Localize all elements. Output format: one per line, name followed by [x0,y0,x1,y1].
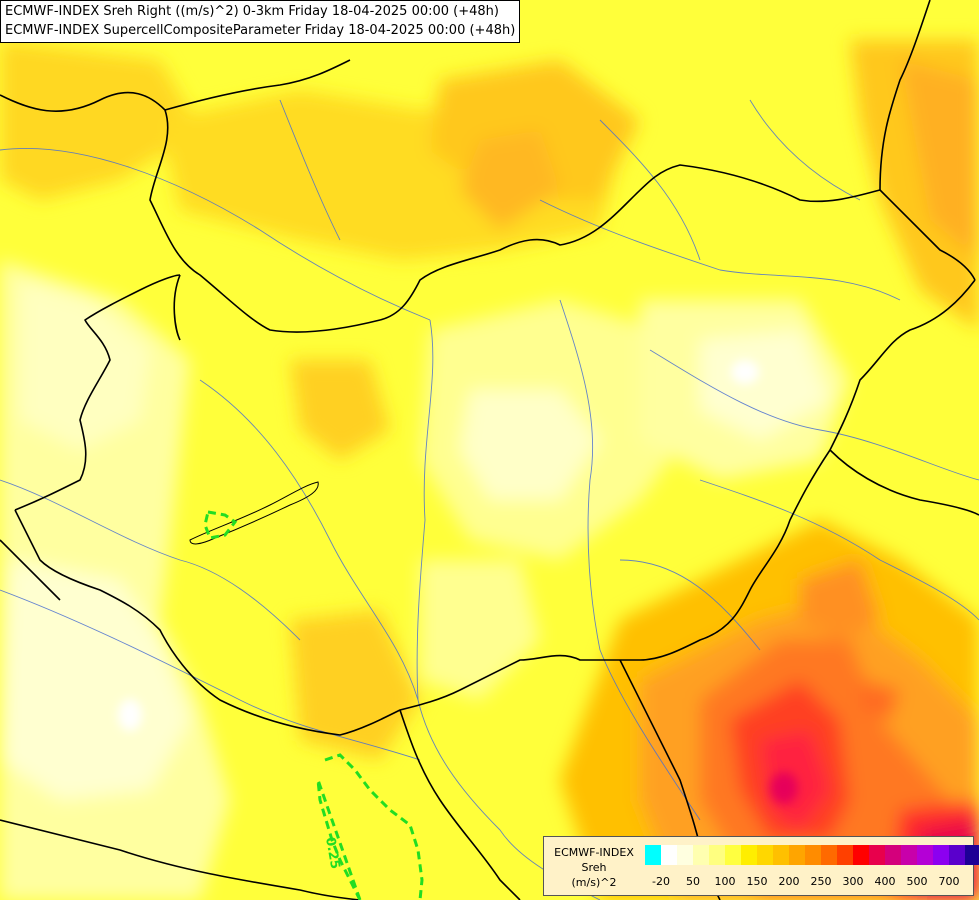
legend-tick-label: 250 [810,875,832,888]
river-lines [0,99,979,900]
legend-title-line-3: (m/s)^2 [571,876,617,889]
title-line-1: ECMWF-INDEX Sreh Right ((m/s)^2) 0-3km F… [5,4,499,19]
legend-tick-label: 700 [938,875,960,888]
legend-tick-label: 300 [842,875,864,888]
contour-label: 0.25 [322,836,342,870]
legend-swatch [821,845,837,865]
legend-swatch [853,845,869,865]
legend-swatch [725,845,741,865]
legend-tick-label: -20 [652,875,670,888]
map-title-box: ECMWF-INDEX Sreh Right ((m/s)^2) 0-3km F… [0,0,521,43]
legend-swatch [773,845,789,865]
legend-swatch [933,845,949,865]
legend-swatch [949,845,965,865]
legend-tick-label: 150 [746,875,768,888]
title-line-2: ECMWF-INDEX SupercellCompositeParameter … [5,23,516,38]
legend-swatch [885,845,901,865]
legend-swatch [837,845,853,865]
color-legend: ECMWF-INDEX Sreh (m/s)^2 -20 50 100 150 200 2… [543,836,979,896]
scp-contour-south [316,753,424,900]
legend-swatch [789,845,805,865]
legend-swatch [709,845,725,865]
legend-swatch [741,845,757,865]
legend-tick-label: 100 [714,875,736,888]
scp-contour-balaton [203,510,238,540]
legend-swatch [645,845,661,865]
legend-title-line-1: ECMWF-INDEX [554,846,634,859]
legend-swatch [917,845,933,865]
legend-swatch [693,845,709,865]
legend-tick-label: 400 [874,875,896,888]
legend-title: ECMWF-INDEX Sreh (m/s)^2 [548,845,640,890]
legend-tick-label: 50 [686,875,700,888]
legend-swatches [645,845,979,865]
legend-swatch [805,845,821,865]
legend-swatch [677,845,693,865]
legend-swatch [965,845,979,865]
sreh-field [0,40,979,900]
legend-tick-label: 200 [778,875,800,888]
legend-swatch [757,845,773,865]
legend-tick-label: 500 [906,875,928,888]
legend-title-line-2: Sreh [581,861,607,874]
legend-swatch [661,845,677,865]
legend-swatch [901,845,917,865]
legend-swatch [869,845,885,865]
